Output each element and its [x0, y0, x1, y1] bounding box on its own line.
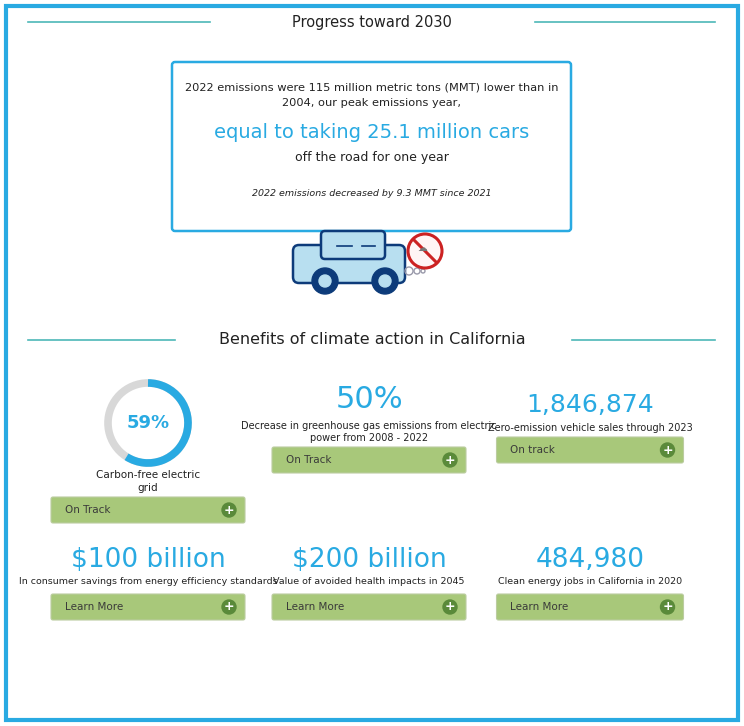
Circle shape — [379, 275, 391, 287]
Text: 2004, our peak emissions year,: 2004, our peak emissions year, — [283, 98, 461, 108]
Text: +: + — [662, 444, 673, 457]
Text: On Track: On Track — [286, 455, 332, 465]
Circle shape — [443, 600, 457, 614]
FancyBboxPatch shape — [293, 245, 405, 283]
FancyBboxPatch shape — [496, 437, 684, 463]
Text: Learn More: Learn More — [286, 602, 344, 612]
Text: Benefits of climate action in California: Benefits of climate action in California — [219, 333, 525, 348]
Text: +: + — [662, 600, 673, 613]
FancyBboxPatch shape — [321, 231, 385, 259]
Circle shape — [661, 443, 675, 457]
Text: 50%: 50% — [336, 386, 403, 415]
Circle shape — [319, 275, 331, 287]
Text: equal to taking 25.1 million cars: equal to taking 25.1 million cars — [214, 123, 530, 142]
FancyBboxPatch shape — [51, 497, 245, 523]
Circle shape — [408, 234, 442, 268]
Text: Carbon-free electric: Carbon-free electric — [96, 470, 200, 480]
Text: Decrease in greenhouse gas emissions from electric: Decrease in greenhouse gas emissions fro… — [241, 421, 497, 431]
Text: grid: grid — [138, 483, 158, 493]
Text: Clean energy jobs in California in 2020: Clean energy jobs in California in 2020 — [498, 577, 682, 587]
Text: ☁: ☁ — [417, 243, 427, 253]
Text: Learn More: Learn More — [65, 602, 124, 612]
Circle shape — [222, 600, 236, 614]
FancyBboxPatch shape — [496, 594, 684, 620]
Circle shape — [661, 600, 675, 614]
Text: power from 2008 - 2022: power from 2008 - 2022 — [310, 433, 428, 443]
Text: On track: On track — [510, 445, 555, 455]
Text: 2022 emissions decreased by 9.3 MMT since 2021: 2022 emissions decreased by 9.3 MMT sinc… — [252, 189, 492, 197]
Text: +: + — [224, 504, 234, 516]
Text: 484,980: 484,980 — [536, 547, 644, 573]
Text: On Track: On Track — [65, 505, 111, 515]
Circle shape — [372, 268, 398, 294]
Text: 1,846,874: 1,846,874 — [526, 393, 654, 417]
Text: Zero-emission vehicle sales through 2023: Zero-emission vehicle sales through 2023 — [487, 423, 693, 433]
Text: 59%: 59% — [126, 414, 170, 432]
Text: $100 billion: $100 billion — [71, 547, 225, 573]
FancyBboxPatch shape — [51, 594, 245, 620]
Text: Learn More: Learn More — [510, 602, 568, 612]
Text: Progress toward 2030: Progress toward 2030 — [292, 15, 452, 30]
Circle shape — [222, 503, 236, 517]
Text: 2022 emissions were 115 million metric tons (MMT) lower than in: 2022 emissions were 115 million metric t… — [185, 82, 559, 92]
FancyBboxPatch shape — [6, 6, 738, 720]
FancyBboxPatch shape — [272, 594, 466, 620]
Text: +: + — [445, 600, 455, 613]
Text: $200 billion: $200 billion — [292, 547, 446, 573]
Text: +: + — [445, 454, 455, 467]
Text: off the road for one year: off the road for one year — [295, 150, 449, 163]
Text: In consumer savings from energy efficiency standards: In consumer savings from energy efficien… — [19, 577, 278, 587]
Circle shape — [443, 453, 457, 467]
FancyBboxPatch shape — [172, 62, 571, 231]
FancyBboxPatch shape — [272, 447, 466, 473]
Text: Value of avoided health impacts in 2045: Value of avoided health impacts in 2045 — [273, 577, 465, 587]
Text: +: + — [224, 600, 234, 613]
Circle shape — [312, 268, 338, 294]
